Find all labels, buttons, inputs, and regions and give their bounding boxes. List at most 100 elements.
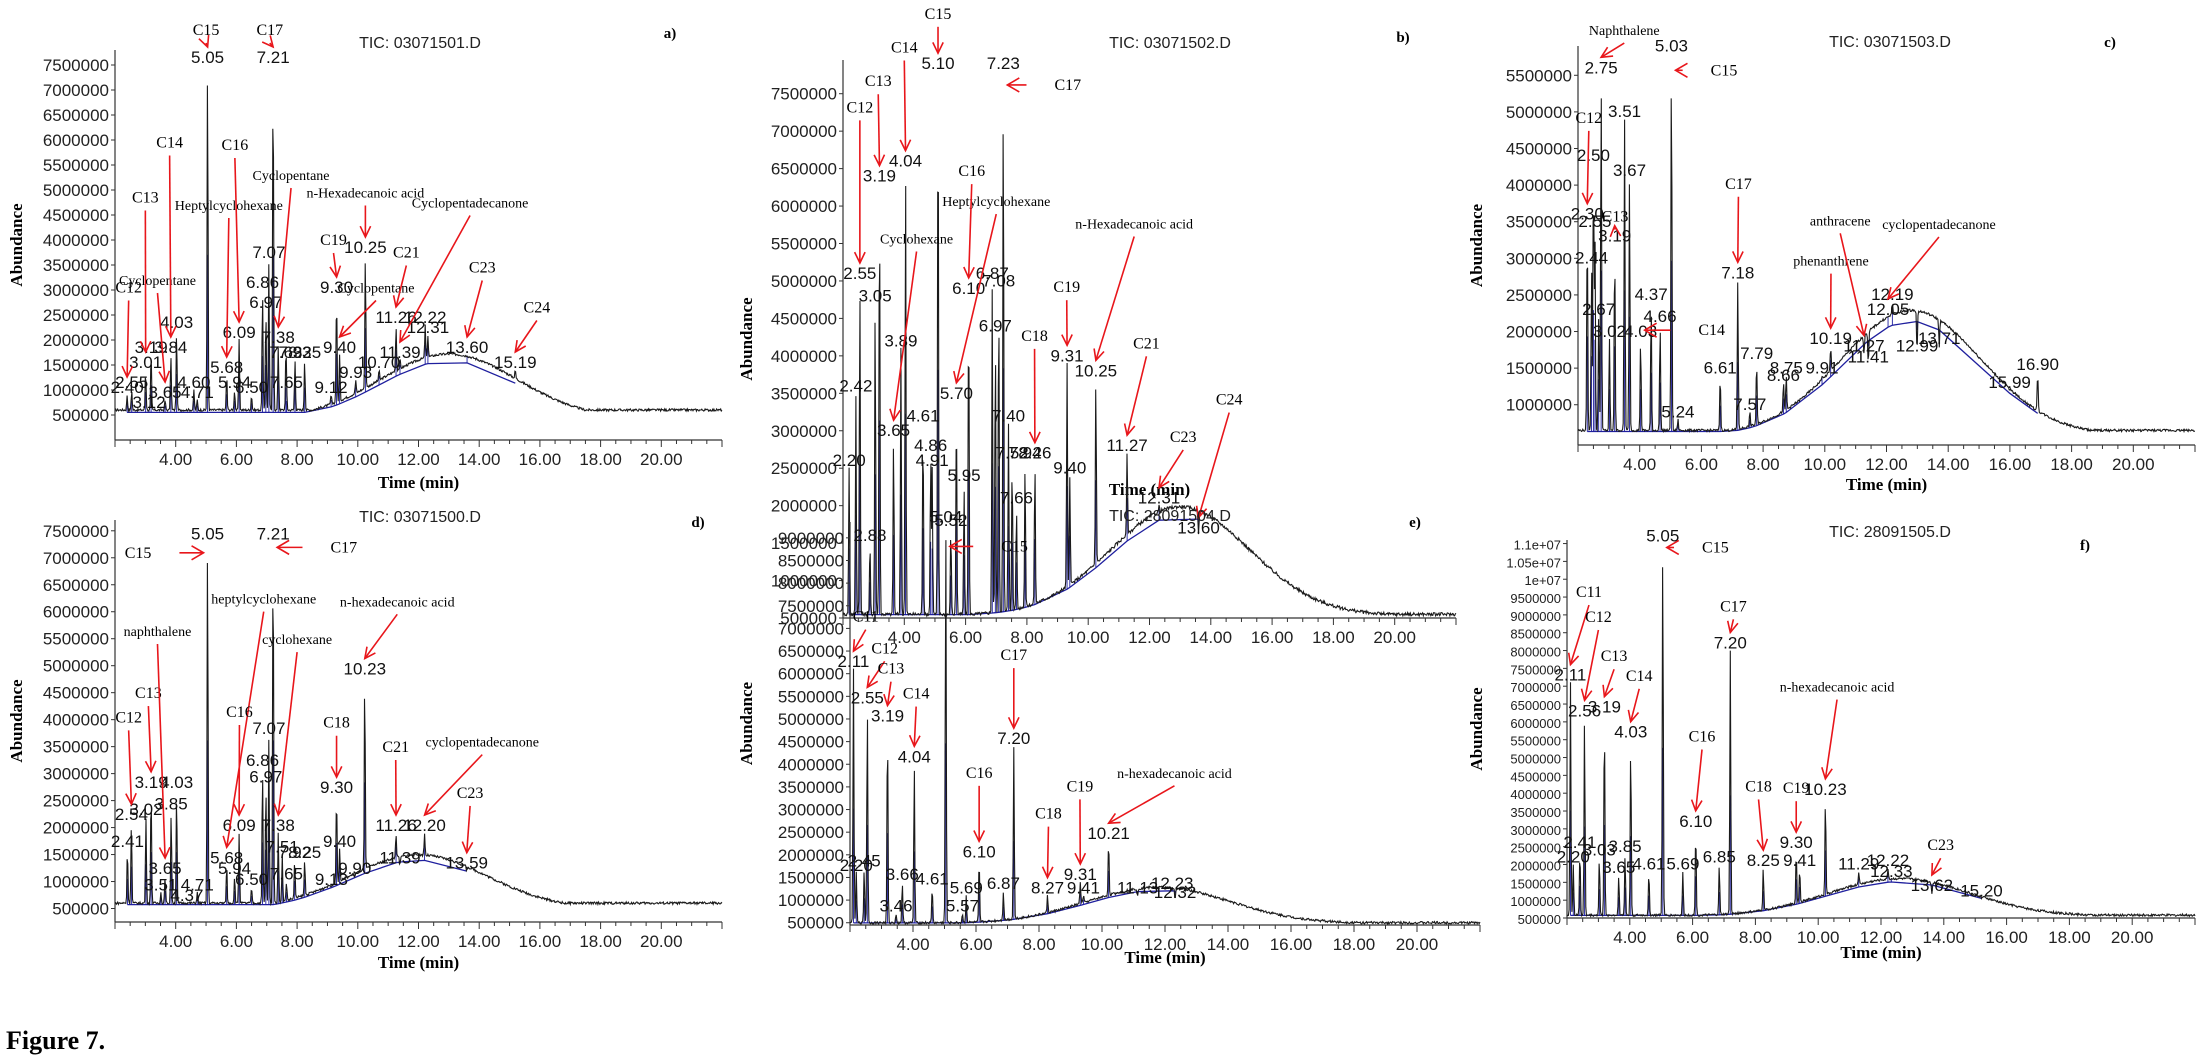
compound-annotation: C16 xyxy=(966,765,992,844)
annotation-arrow xyxy=(1729,619,1735,633)
compound-annotation: C23 xyxy=(464,260,496,339)
x-tick-label: 6.00 xyxy=(220,450,253,469)
y-tick-label: 5500000 xyxy=(771,235,837,254)
peak-label: 13.59 xyxy=(445,854,488,873)
compound-name: C15 xyxy=(193,22,220,39)
y-tick-label: 5500000 xyxy=(43,156,109,175)
arrow-head-icon xyxy=(273,315,286,329)
arrow-head-icon xyxy=(399,329,411,344)
compound-annotation: C19 xyxy=(1067,778,1093,866)
peak-label: 2.41 xyxy=(1563,833,1596,852)
compound-annotation: C23 xyxy=(457,785,483,855)
peak-label: 2.40 xyxy=(111,378,144,397)
peak-label: 9.12 xyxy=(315,378,348,397)
compound-annotation: anthracene xyxy=(1810,214,1871,338)
peak-label: 11.41 xyxy=(1848,347,1889,366)
peak-label: 9.13 xyxy=(315,870,348,889)
arrow-head-icon xyxy=(1931,862,1942,877)
peak-label: 12.20 xyxy=(403,816,446,835)
y-tick-label: 7500000 xyxy=(778,597,844,616)
y-tick-label: 1500000 xyxy=(43,356,109,375)
compound-name: C12 xyxy=(115,280,142,297)
y-axis-label: Abundance xyxy=(7,679,26,763)
x-tick-label: 18.00 xyxy=(2050,455,2093,474)
arrow-head-icon xyxy=(899,139,912,153)
peak-label: 3.65 xyxy=(877,421,910,440)
y-tick-label: 1000000 xyxy=(771,572,837,591)
peak-label: 5.24 xyxy=(1661,402,1694,421)
compound-name: C23 xyxy=(469,260,496,277)
peak-label: 10.70 xyxy=(358,353,401,372)
annotation-arrow xyxy=(465,805,471,853)
compound-name: C17 xyxy=(1720,598,1747,615)
chromatogram-panel-a: 500000 1000000 1500000 2000000 2500000 300000… xyxy=(7,22,723,492)
x-tick-label: 10.00 xyxy=(1081,935,1124,954)
arrow-head-icon xyxy=(191,545,206,561)
y-tick-label: 2000000 xyxy=(778,846,844,865)
y-tick-label: 4500000 xyxy=(43,684,109,703)
arrow-head-icon xyxy=(948,538,963,555)
arrow-head-icon xyxy=(1581,192,1594,206)
peak-label: 3.85 xyxy=(1609,837,1642,856)
compound-name: C12 xyxy=(871,640,898,657)
chart-title: TIC: 03071503.D xyxy=(1829,34,1951,51)
compound-annotation: C12 xyxy=(1575,110,1602,206)
peak-label: 15.99 xyxy=(1988,373,2031,392)
y-tick-label: 4000000 xyxy=(1510,787,1561,802)
peak-label: 4.03 xyxy=(160,313,193,332)
compound-name: C21 xyxy=(393,245,420,262)
compound-name: C17 xyxy=(256,22,283,39)
arrow-head-icon xyxy=(222,835,235,850)
compound-annotation: C15 xyxy=(125,545,206,562)
y-tick-label: 2000000 xyxy=(1506,323,1572,342)
peak-label: 9.30 xyxy=(1780,833,1813,852)
x-tick-label: 8.00 xyxy=(281,932,314,951)
compound-annotation: C23 xyxy=(1927,837,1954,877)
peak-label: 9.90 xyxy=(338,859,371,878)
arrow-head-icon xyxy=(461,841,474,855)
compound-name: n-hexadecanoic acid xyxy=(340,595,455,610)
chromatogram-panel-f: 500000 1000000 1500000 2000000 2500000 300000… xyxy=(1467,524,2196,962)
peak-label: 12.05 xyxy=(1867,300,1910,319)
chromatogram-panel-e: 500000 1000000 1500000 2000000 2500000 300000… xyxy=(737,507,1481,967)
x-axis-label: Time (min) xyxy=(378,473,459,492)
y-tick-label: 5000000 xyxy=(771,272,837,291)
peak-label: 12.22 xyxy=(1867,851,1910,870)
arrow-head-icon xyxy=(1599,46,1614,59)
x-tick-label: 16.00 xyxy=(1989,455,2032,474)
peak-label: 8.27 xyxy=(1031,879,1064,898)
peak-label: 7.94 xyxy=(1009,444,1042,463)
peak-label: 2.54 xyxy=(115,805,148,824)
annotation-arrow xyxy=(399,215,471,343)
y-tick-label: 1500000 xyxy=(778,868,844,887)
arrow-head-icon xyxy=(1195,505,1208,520)
compound-annotation: C13 xyxy=(135,685,162,774)
arrow-head-icon xyxy=(889,408,901,423)
peak-label: 3.01 xyxy=(129,353,162,372)
peak-label: 4.71 xyxy=(181,875,214,894)
compound-annotation: C13 xyxy=(1601,648,1627,699)
x-tick-label: 18.00 xyxy=(1333,935,1376,954)
y-tick-label: 1500000 xyxy=(1506,359,1572,378)
compound-annotation: C14 xyxy=(156,135,183,339)
y-tick-label: 4500000 xyxy=(1506,139,1572,158)
y-tick-label: 4500000 xyxy=(771,309,837,328)
compound-name: cyclohexane xyxy=(262,633,332,648)
arrow-head-icon xyxy=(1665,539,1680,556)
chart-title: TIC: 03071501.D xyxy=(359,35,481,52)
compound-annotation: C12 xyxy=(847,99,873,265)
compound-name: cyclopentadecanone xyxy=(1882,218,1996,233)
x-tick-label: 8.00 xyxy=(1739,928,1772,947)
arrow-head-icon xyxy=(1106,812,1121,825)
compound-name: C21 xyxy=(1133,335,1160,352)
tic-trace xyxy=(114,562,723,907)
x-tick-label: 14.00 xyxy=(458,450,501,469)
x-tick-label: 10.00 xyxy=(1067,628,1110,647)
annotation-arrow xyxy=(1583,629,1600,701)
peak-label: 2.30 xyxy=(1571,205,1604,224)
compound-annotation: C18 xyxy=(1035,806,1062,880)
x-tick-label: 14.00 xyxy=(1190,628,1233,647)
x-tick-label: 6.00 xyxy=(1676,928,1709,947)
y-tick-label: 2500000 xyxy=(43,792,109,811)
x-tick-label: 20.00 xyxy=(640,450,683,469)
